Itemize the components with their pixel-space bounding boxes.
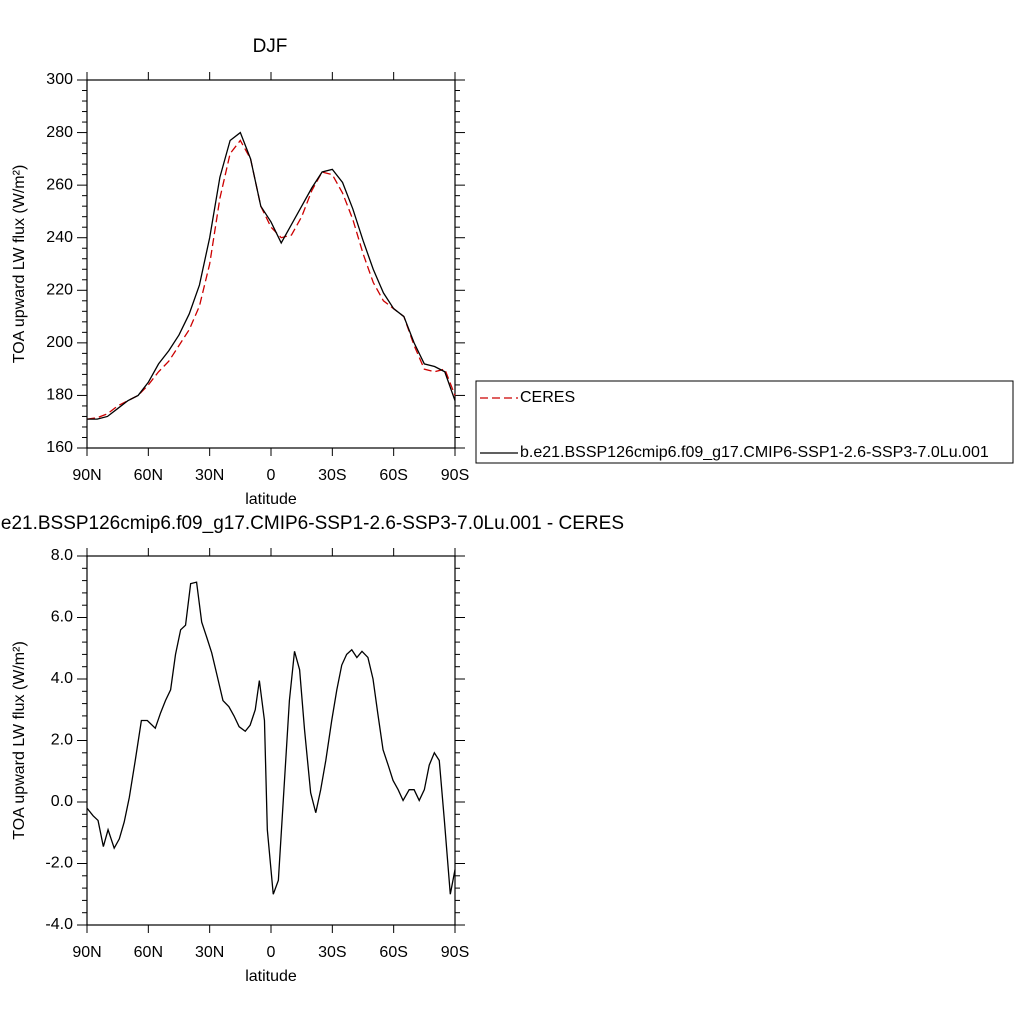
x-tick-label: 90S <box>441 467 469 484</box>
legend-label: b.e21.BSSP126cmip6.f09_g17.CMIP6-SSP1-2.… <box>520 444 989 461</box>
x-tick-label: 90N <box>72 944 101 961</box>
y-axis-label: TOA upward LW flux (W/m²) <box>11 641 28 840</box>
legend-box <box>475 380 1014 464</box>
chart-title: DJF <box>253 36 288 57</box>
x-tick-label: 90S <box>441 944 469 961</box>
series-line <box>86 139 456 420</box>
y-tick-label: 4.0 <box>51 670 73 687</box>
y-tick-label: 240 <box>46 229 73 246</box>
y-tick-label: 300 <box>46 71 73 88</box>
plot-frame <box>86 79 456 449</box>
series-line <box>87 131 456 420</box>
y-axis-label: TOA upward LW flux (W/m²) <box>11 165 28 364</box>
x-tick-label: 60N <box>134 944 163 961</box>
y-tick-label: 8.0 <box>51 547 73 564</box>
x-tick-label: 30S <box>318 944 346 961</box>
x-tick-label: 30S <box>318 467 346 484</box>
y-tick-label: 200 <box>46 334 73 351</box>
x-tick-label: 30N <box>195 467 224 484</box>
y-tick-label: 2.0 <box>51 732 73 749</box>
y-tick-label: -4.0 <box>45 916 73 933</box>
data-line <box>86 581 456 895</box>
y-tick-label: 0.0 <box>51 793 73 810</box>
x-tick-label: 90N <box>72 467 101 484</box>
x-tick-label: 60N <box>134 467 163 484</box>
y-tick-label: 280 <box>46 124 73 141</box>
legend-label: CERES <box>520 389 575 406</box>
y-tick-label: 220 <box>46 282 73 299</box>
y-tick-label: 260 <box>46 176 73 193</box>
x-axis-label: latitude <box>245 968 297 985</box>
x-tick-label: 60S <box>379 467 407 484</box>
y-tick-label: 6.0 <box>51 609 73 626</box>
x-axis-label: latitude <box>245 491 297 508</box>
x-tick-label: 0 <box>267 944 276 961</box>
chart-title: b.e21.BSSP126cmip6.f09_g17.CMIP6-SSP1-2.… <box>0 513 624 534</box>
x-tick-label: 60S <box>379 944 407 961</box>
y-tick-label: 160 <box>46 439 73 456</box>
y-tick-label: 180 <box>46 387 73 404</box>
x-tick-label: 0 <box>267 467 276 484</box>
x-tick-label: 30N <box>195 944 224 961</box>
y-tick-label: -2.0 <box>45 855 73 872</box>
